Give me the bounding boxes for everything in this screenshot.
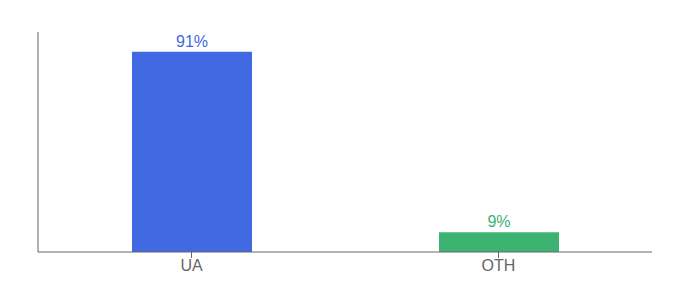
svg-text:9%: 9%: [487, 213, 510, 230]
svg-text:91%: 91%: [176, 33, 208, 50]
svg-text:UA: UA: [180, 257, 203, 274]
svg-text:OTH: OTH: [482, 257, 516, 274]
